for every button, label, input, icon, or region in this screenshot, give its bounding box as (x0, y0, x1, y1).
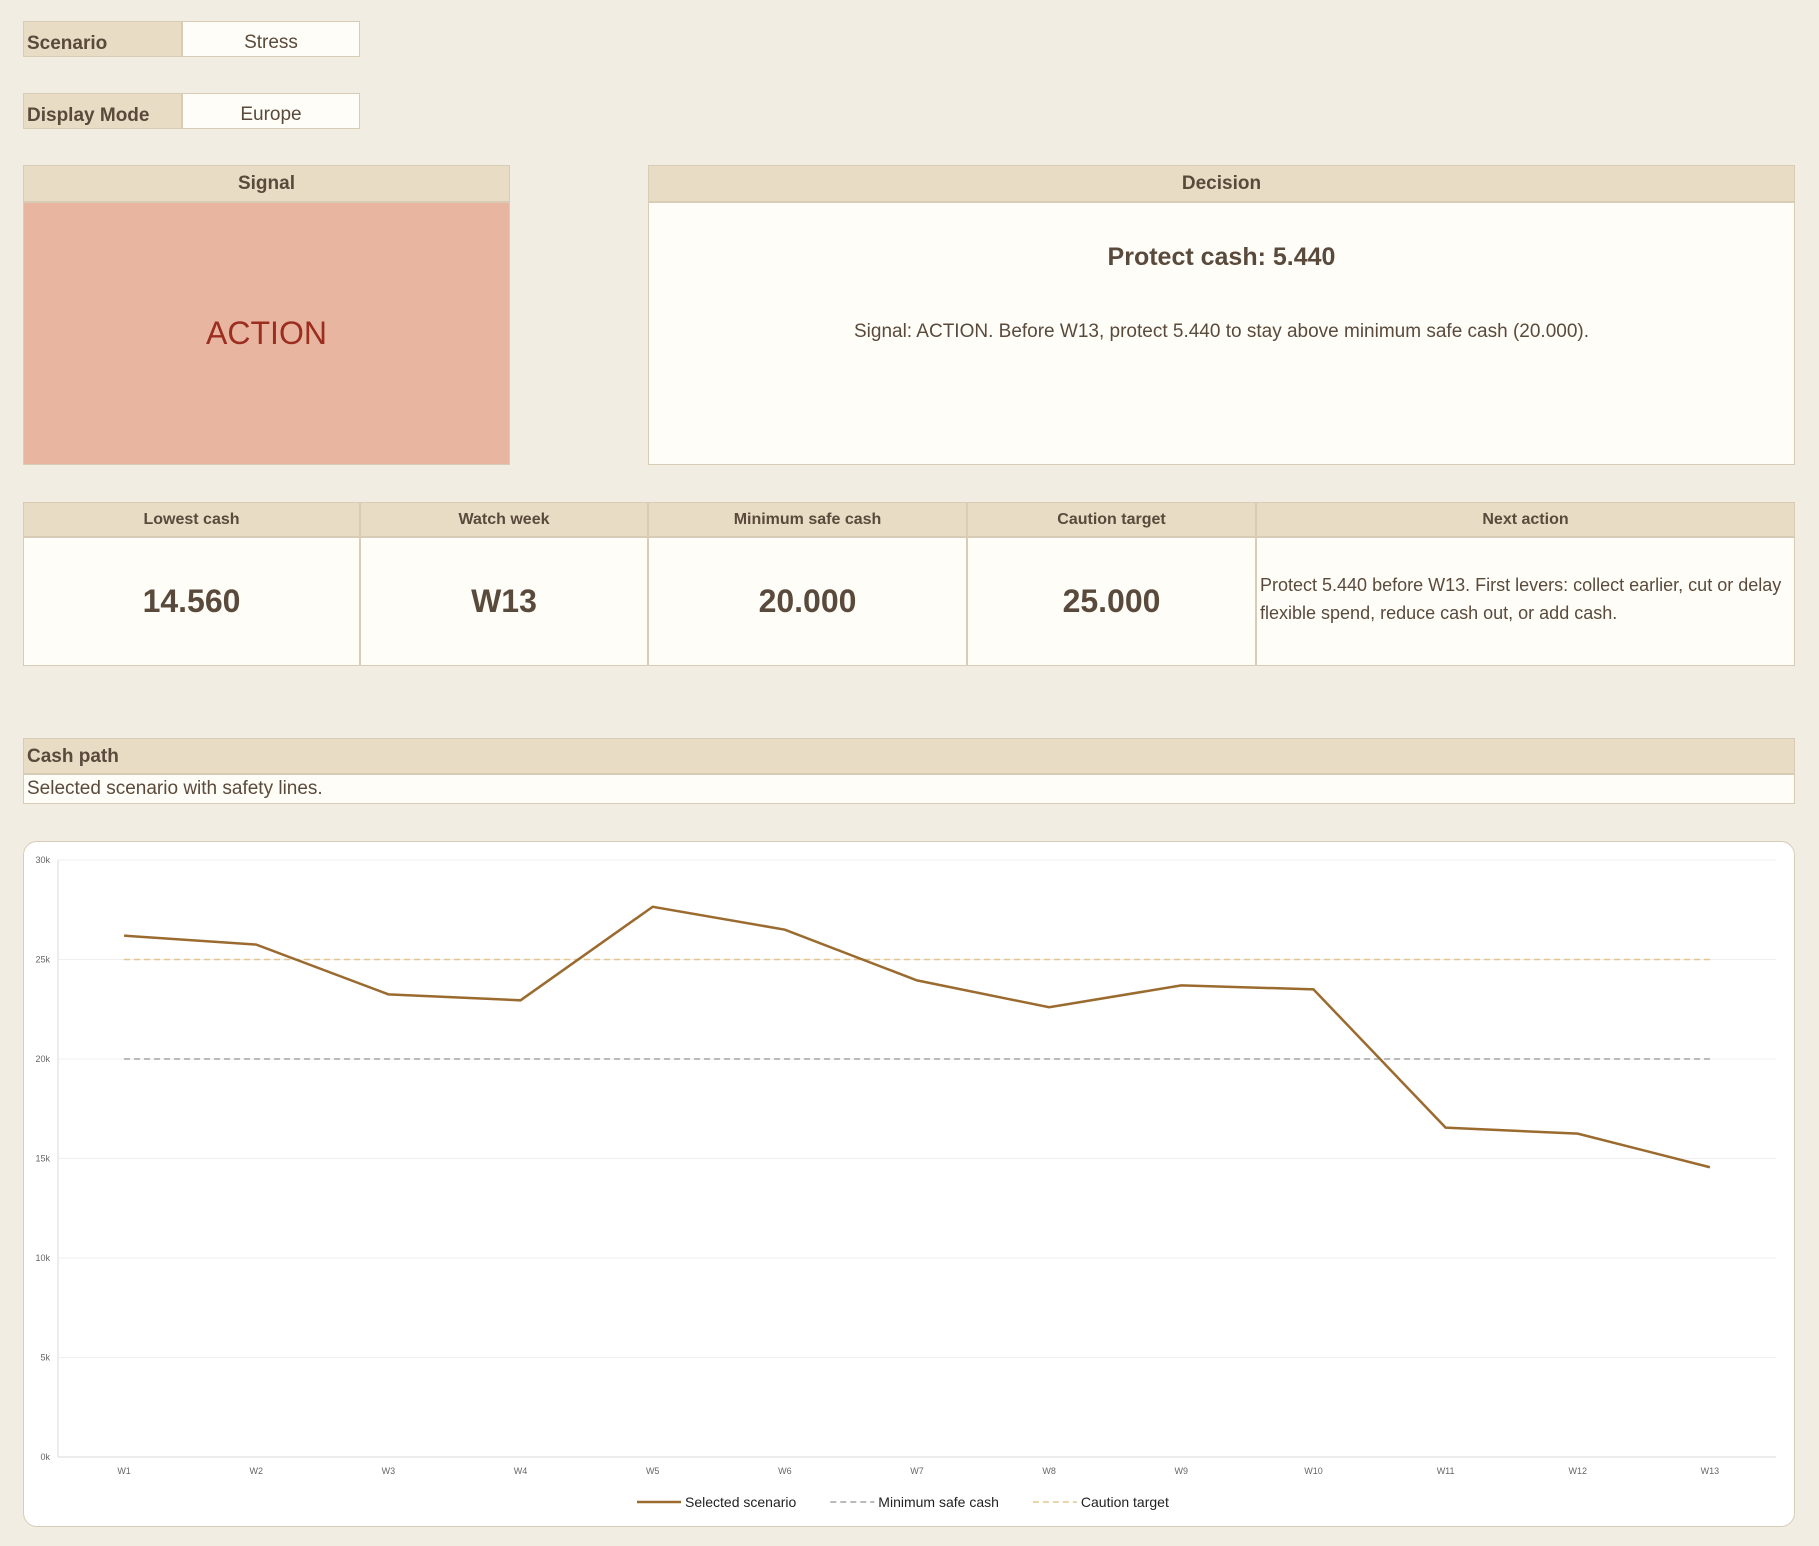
y-tick-label: 5k (40, 1353, 50, 1363)
metric-text: Protect 5.440 before W13. First levers: … (1256, 537, 1795, 666)
x-tick-label: W4 (514, 1466, 528, 1476)
x-tick-label: W13 (1701, 1466, 1720, 1476)
y-tick-label: 20k (35, 1054, 50, 1064)
metric-header: Caution target (967, 502, 1256, 537)
control-label: Display Mode (23, 93, 182, 129)
x-tick-label: W2 (249, 1466, 263, 1476)
x-tick-label: W7 (910, 1466, 924, 1476)
y-tick-label: 15k (35, 1154, 50, 1164)
section-title: Cash path (23, 738, 1795, 774)
x-tick-label: W5 (646, 1466, 660, 1476)
section-subtitle: Selected scenario with safety lines. (23, 774, 1795, 804)
metric-value: 20.000 (648, 537, 967, 666)
control-label: Scenario (23, 21, 182, 57)
x-tick-label: W11 (1437, 1466, 1455, 1476)
x-tick-label: W6 (778, 1466, 792, 1476)
control-value[interactable]: Stress (182, 21, 360, 57)
x-tick-label: W12 (1569, 1466, 1588, 1476)
decision-headline: Protect cash: 5.440 (1107, 243, 1336, 271)
decision-body: Protect cash: 5.440 Signal: ACTION. Befo… (648, 202, 1795, 465)
chart-card (23, 841, 1795, 1527)
signal-value: ACTION (23, 202, 510, 465)
metric-header: Next action (1256, 502, 1795, 537)
legend-label: Minimum safe cash (878, 1494, 999, 1510)
legend-label: Caution target (1081, 1494, 1169, 1510)
metric-header: Minimum safe cash (648, 502, 967, 537)
y-tick-label: 10k (35, 1253, 50, 1263)
decision-text: Signal: ACTION. Before W13, protect 5.44… (853, 321, 1590, 342)
x-tick-label: W1 (117, 1466, 131, 1476)
decision-header: Decision (648, 165, 1795, 202)
x-tick-label: W9 (1175, 1466, 1189, 1476)
control-value[interactable]: Europe (182, 93, 360, 129)
y-tick-label: 25k (35, 955, 50, 965)
metric-value: 25.000 (967, 537, 1256, 666)
series-line (123, 905, 1711, 1169)
x-tick-label: W8 (1042, 1466, 1056, 1476)
legend-label: Selected scenario (685, 1494, 797, 1510)
signal-header: Signal (23, 165, 510, 202)
x-tick-label: W10 (1304, 1466, 1323, 1476)
x-tick-label: W3 (382, 1466, 396, 1476)
metric-header: Lowest cash (23, 502, 360, 537)
metric-value: W13 (360, 537, 648, 666)
metric-header: Watch week (360, 502, 648, 537)
metric-value: 14.560 (23, 537, 360, 666)
y-tick-label: 30k (35, 855, 50, 865)
y-tick-label: 0k (40, 1452, 50, 1462)
